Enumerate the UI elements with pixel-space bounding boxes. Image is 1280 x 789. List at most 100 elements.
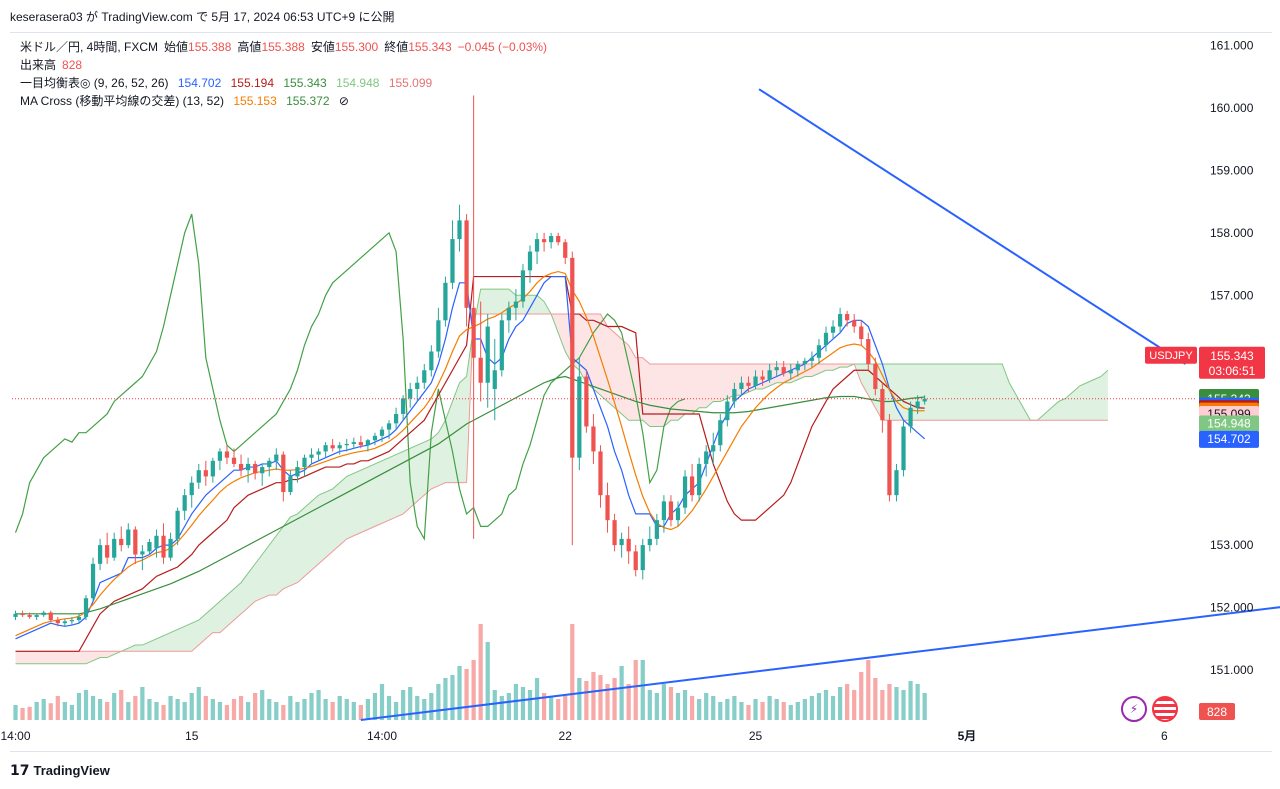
ma-label[interactable]: MA Cross (移動平均線の交差) (13, 52) (20, 94, 225, 108)
cloud-segment (382, 457, 390, 524)
us-flag-icon[interactable] (1152, 696, 1178, 722)
cloud-segment (917, 364, 925, 421)
volume-bar (274, 702, 279, 720)
price-label: 154.948 (1199, 415, 1259, 433)
candle-body (499, 320, 504, 371)
cloud-segment (431, 432, 439, 489)
candle (556, 232, 561, 246)
candle-body (577, 376, 582, 458)
candle (647, 526, 652, 552)
cloud-segment (297, 507, 305, 583)
candle-body (429, 351, 434, 371)
cloud-segment (1065, 392, 1073, 421)
price-label-text: 154.702 (1207, 432, 1251, 446)
ohlc-row: 米ドル／円, 4時間, FXCM 始値155.388 高値155.388 安値155.… (20, 38, 553, 56)
candle-body (802, 360, 807, 365)
candle-body (880, 388, 885, 421)
candle-body (168, 538, 173, 558)
candle-body (295, 467, 300, 477)
x-tick-label: 22 (559, 729, 573, 743)
volume-bar (27, 706, 32, 720)
candle (309, 448, 314, 464)
symbol-label[interactable]: 米ドル／円, 4時間, FXCM (20, 40, 159, 54)
candle (697, 457, 702, 502)
volume-bar (457, 666, 462, 720)
lightning-icon[interactable]: ⚡ (1121, 696, 1147, 722)
ichimoku-label[interactable]: 一目均衡表◎ (9, 26, 52, 26) (20, 76, 169, 90)
volume-bar (859, 672, 864, 720)
cloud-segment (1086, 379, 1094, 421)
volume-bar (809, 696, 815, 720)
volume-bar (711, 696, 716, 720)
candle (816, 339, 822, 365)
cloud-segment (938, 364, 946, 421)
trendline (758, 88, 1186, 365)
candle (549, 232, 554, 249)
volume-bar (372, 693, 378, 720)
candle (513, 289, 519, 321)
candle-body (175, 510, 180, 539)
volume-bar (732, 696, 737, 720)
ichimoku-value: 155.194 (230, 76, 274, 90)
hidden-icon[interactable]: ⊘ (338, 94, 349, 108)
candle-body (718, 420, 723, 446)
cloud-segment (332, 482, 340, 552)
close-value: 155.343 (408, 40, 452, 54)
volume-bar (598, 675, 603, 720)
candle (802, 357, 807, 371)
candle (13, 610, 18, 621)
cloud-segment (71, 651, 79, 664)
candle (485, 314, 490, 408)
candle (894, 463, 899, 502)
volume-bar (837, 687, 843, 720)
volume-bar (908, 681, 913, 720)
cloud-segment (720, 364, 728, 402)
candle-body (401, 398, 406, 414)
volume-bar (323, 699, 328, 720)
price-label-text: 154.948 (1207, 416, 1251, 430)
volume-bar (922, 693, 927, 720)
volume-bar (556, 699, 561, 720)
volume-bar (358, 705, 363, 720)
volume-bar (781, 702, 786, 720)
candle (760, 370, 765, 386)
volume-bar (344, 699, 349, 720)
candle (859, 320, 864, 346)
candle (704, 445, 709, 477)
candle-body (415, 382, 420, 389)
candle-body (689, 476, 695, 496)
cloud-segment (642, 357, 650, 427)
kijun-line (15, 275, 925, 652)
cloud-segment (100, 651, 108, 658)
candle-body (837, 314, 843, 327)
ma52-line (15, 375, 925, 615)
ichimoku-row: 一目均衡表◎ (9, 26, 52, 26) 154.702 155.194 1… (20, 74, 553, 92)
volume-bar (619, 666, 624, 720)
candle (478, 301, 483, 402)
trendlines (360, 88, 1280, 721)
candle-body (563, 242, 568, 258)
current-price-text: 155.343 (1210, 349, 1254, 363)
volume-bar (76, 693, 82, 720)
volume-row: 出来高 828 (20, 56, 553, 74)
cloud-segment (945, 364, 953, 421)
candle (845, 310, 850, 327)
volume-bar (788, 705, 793, 720)
y-tick-label: 153.000 (1210, 538, 1254, 552)
volume-label[interactable]: 出来高 (20, 58, 57, 72)
candle (873, 357, 878, 396)
candle-body (55, 620, 60, 624)
cloud-segment (283, 517, 291, 589)
candle-body (908, 407, 913, 427)
cloud-segment (1058, 398, 1066, 421)
close-label: 終値 (384, 40, 409, 54)
tradingview-footer[interactable]: 𝟭𝟳 TradingView (10, 762, 110, 779)
candle-body (154, 535, 159, 549)
candle (640, 538, 645, 580)
cloud-segment (530, 295, 538, 315)
cloud-segment (861, 364, 869, 396)
volume-bar (365, 699, 371, 720)
volume-bar (309, 693, 314, 720)
